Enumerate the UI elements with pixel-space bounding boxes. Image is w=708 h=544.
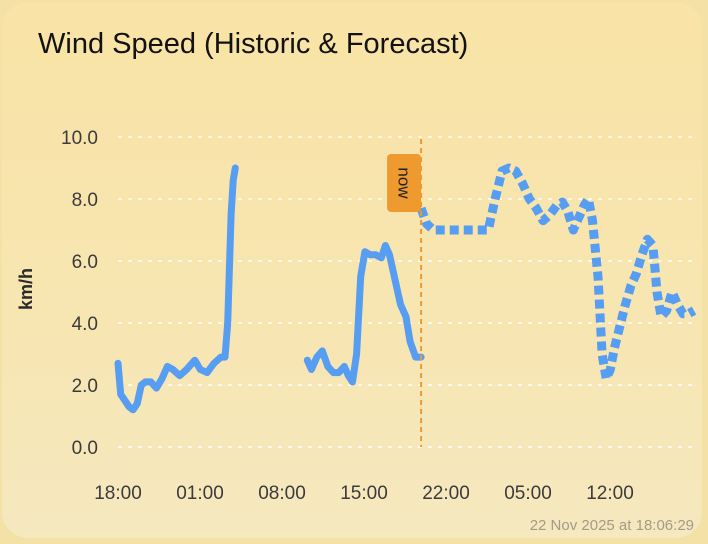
x-tick-label: 05:00 (504, 483, 552, 504)
y-tick-label: 2.0 (72, 376, 98, 397)
x-tick-label: 01:00 (176, 483, 224, 504)
y-axis: 0.0 2.0 4.0 6.0 8.0 10.0 (61, 128, 98, 459)
y-axis-label: km/h (16, 268, 36, 310)
wind-speed-card: Wind Speed (Historic & Forecast) 0.0 2.0 4… (2, 2, 702, 538)
y-tick-label: 0.0 (72, 438, 98, 459)
x-tick-label: 22:00 (422, 483, 470, 504)
last-updated-timestamp: 22 Nov 2025 at 18:06:29 (529, 517, 694, 534)
x-tick-label: 18:00 (94, 483, 142, 504)
historic-series-line (303, 242, 425, 386)
historic-series-line (114, 164, 239, 414)
y-tick-label: 6.0 (72, 252, 98, 273)
now-badge (387, 154, 422, 212)
x-tick-label: 12:00 (586, 483, 634, 504)
now-label: now (395, 167, 414, 199)
x-axis: 18:00 01:00 08:00 15:00 22:00 05:00 12:00 (94, 483, 634, 504)
y-tick-label: 10.0 (61, 128, 98, 149)
wind-speed-chart[interactable]: 0.0 2.0 4.0 6.0 8.0 10.0 18:00 01:00 08:00 15:00… (2, 2, 702, 538)
y-tick-label: 8.0 (72, 190, 98, 211)
card-title: Wind Speed (Historic & Forecast) (38, 28, 469, 60)
now-marker: now (387, 139, 423, 447)
forecast-series-line (416, 163, 697, 384)
x-tick-label: 08:00 (258, 483, 306, 504)
y-tick-label: 4.0 (72, 314, 98, 335)
chart-series (114, 163, 697, 414)
x-tick-label: 15:00 (340, 483, 388, 504)
